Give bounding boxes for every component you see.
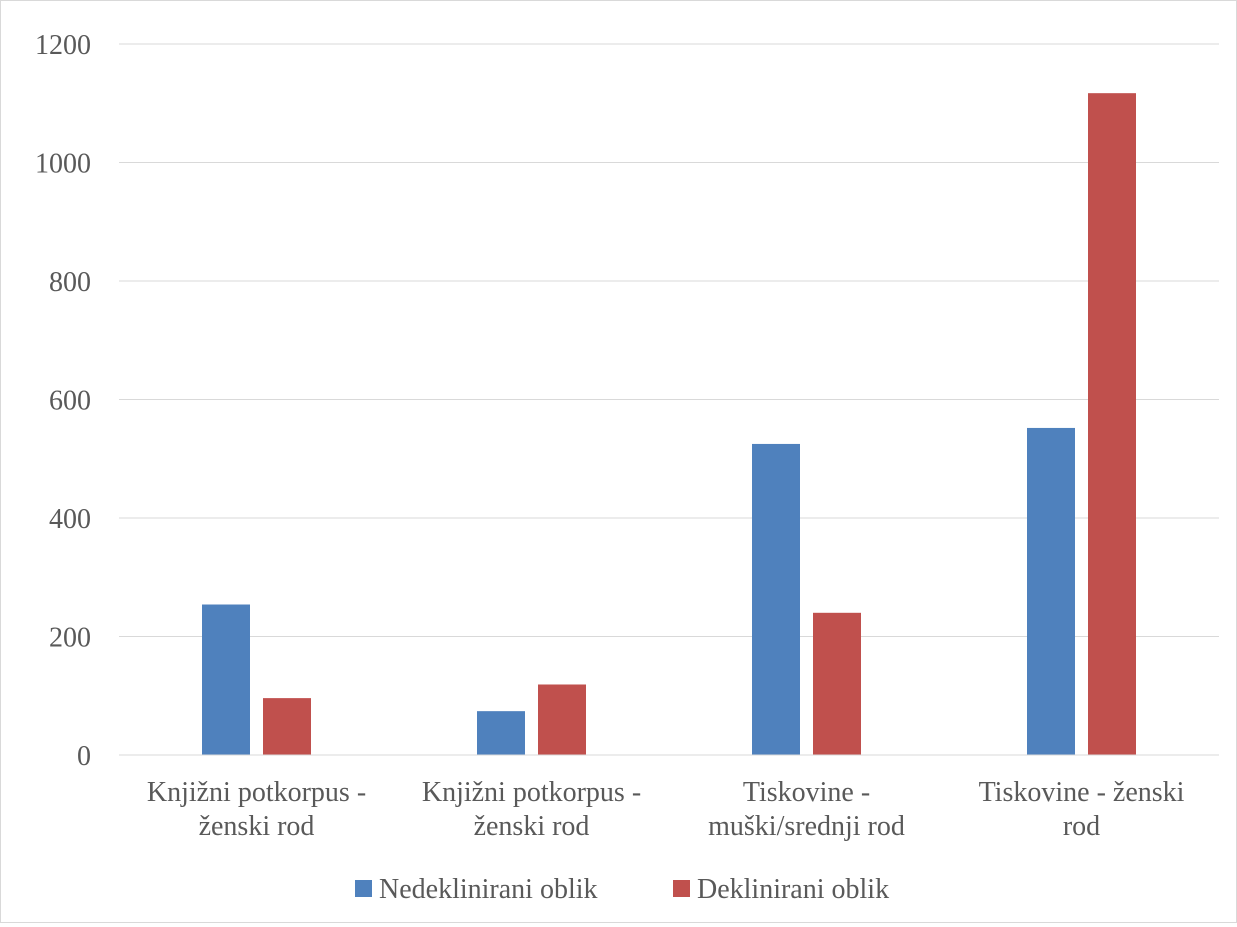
x-category-label: Knjižni potkorpus -	[422, 777, 641, 808]
y-tick-label: 600	[49, 386, 91, 417]
x-category-label: Knjižni potkorpus -	[147, 777, 366, 808]
y-tick-label: 0	[77, 741, 91, 772]
bar-nedeklinirani-2	[477, 711, 525, 755]
x-category-label: muški/srednji rod	[708, 811, 905, 842]
y-tick-label: 1000	[35, 149, 91, 180]
x-category-label: Tiskovine -	[743, 777, 870, 808]
bar-nedeklinirani-1	[202, 604, 250, 755]
bar-deklinirani-2	[538, 684, 586, 755]
legend: Nedeklinirani oblik Deklinirani oblik	[355, 874, 889, 905]
bar-deklinirani-3	[813, 612, 861, 755]
legend-swatch-nedeklinirani	[355, 880, 372, 897]
legend-label-nedeklinirani: Nedeklinirani oblik	[379, 874, 598, 905]
bar-nedeklinirani-3	[752, 443, 800, 755]
y-axis-tick-labels: 0 200 400 600 800 1000 1200	[35, 30, 91, 772]
y-tick-label: 1200	[35, 30, 91, 61]
x-category-label: rod	[1063, 811, 1100, 842]
y-tick-label: 400	[49, 504, 91, 535]
y-tick-label: 200	[49, 623, 91, 654]
legend-label-deklinirani: Deklinirani oblik	[697, 874, 889, 905]
x-category-label: Tiskovine - ženski	[979, 777, 1185, 808]
x-category-label: ženski rod	[474, 811, 590, 842]
y-tick-label: 800	[49, 267, 91, 298]
bar-deklinirani-4	[1088, 93, 1136, 756]
bar-deklinirani-1	[263, 698, 311, 755]
bar-nedeklinirani-4	[1027, 427, 1075, 755]
bars	[202, 93, 1136, 756]
x-category-label: ženski rod	[199, 811, 315, 842]
legend-swatch-deklinirani	[673, 880, 690, 897]
